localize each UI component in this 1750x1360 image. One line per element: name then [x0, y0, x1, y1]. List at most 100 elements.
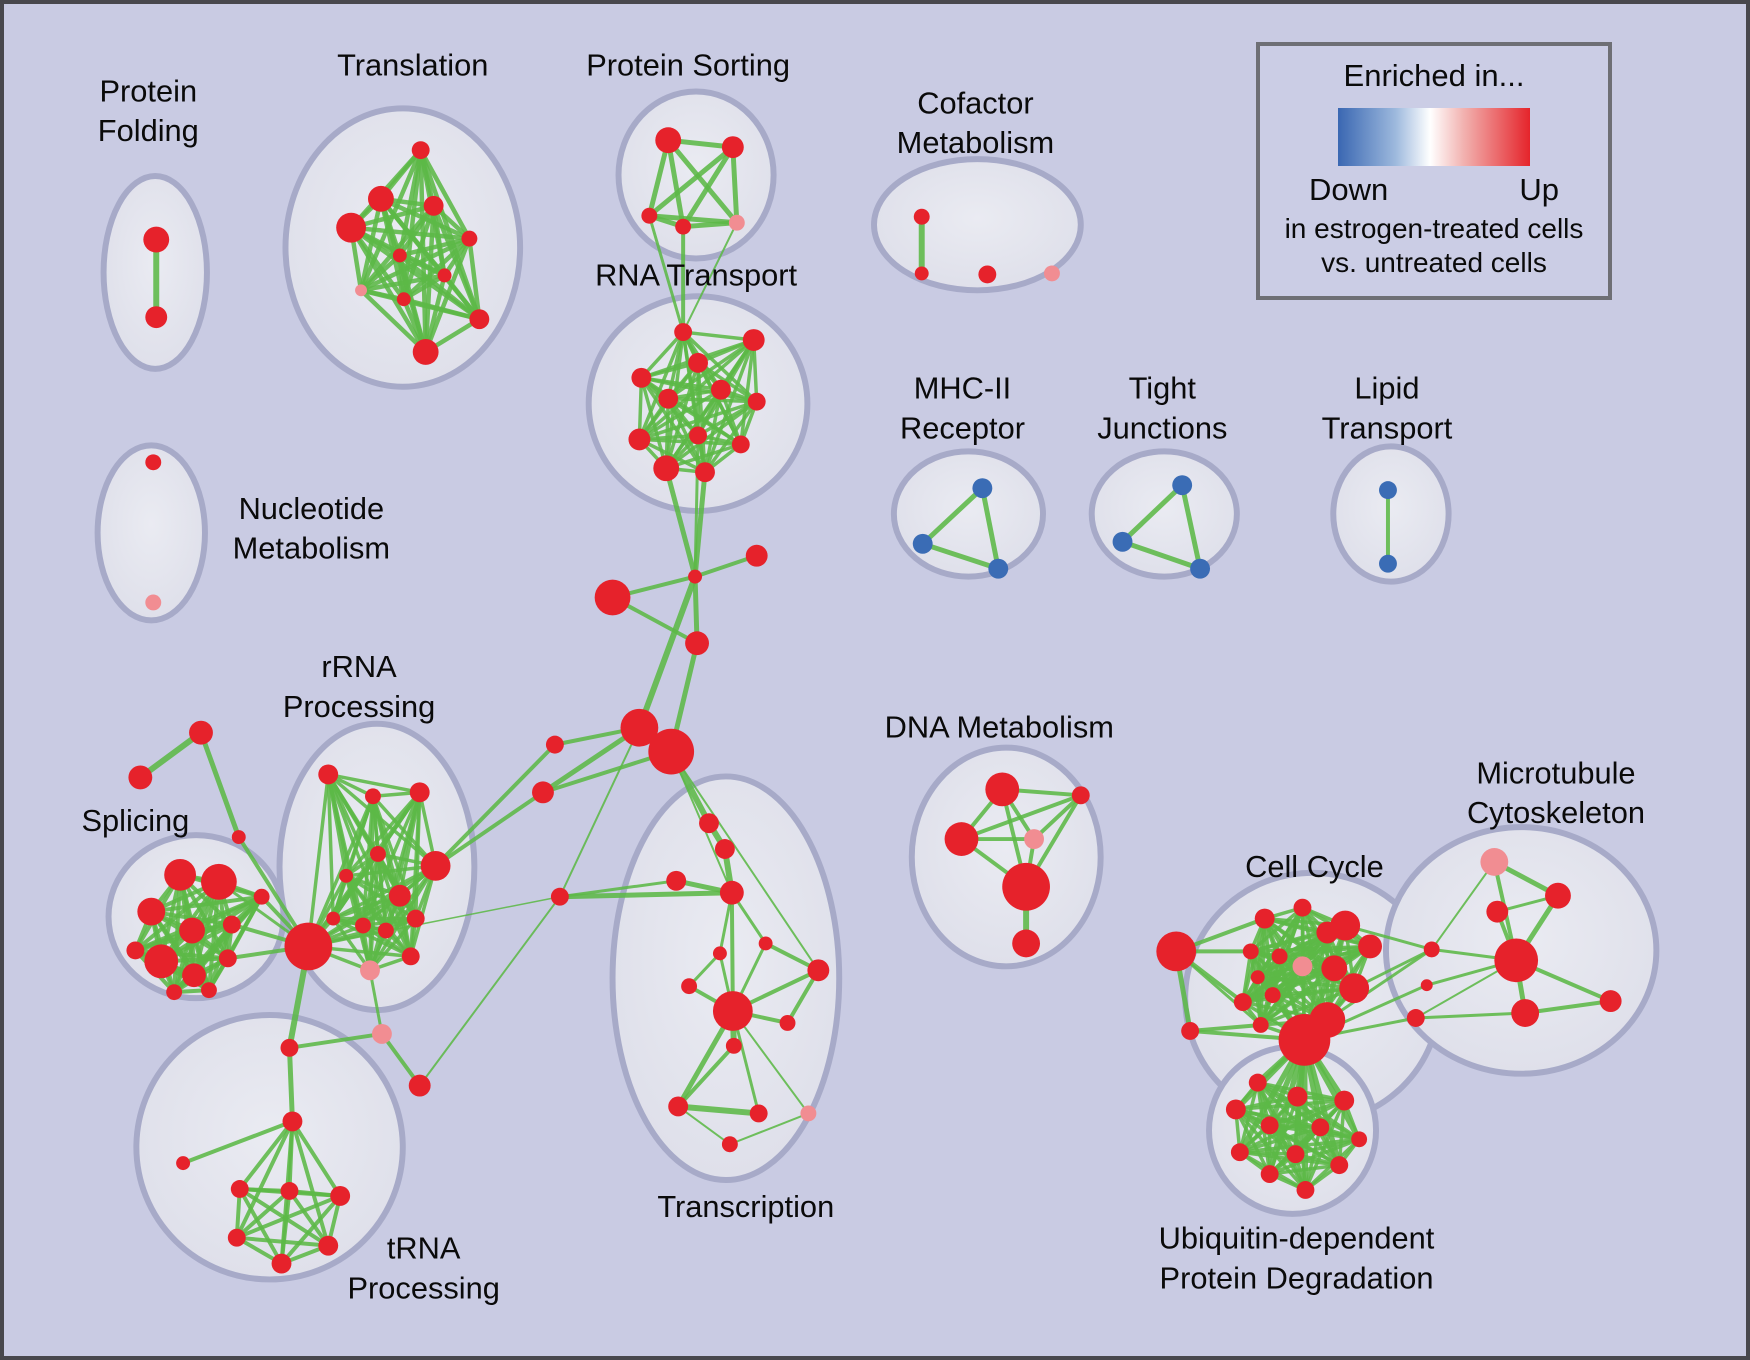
gene-set-node[interactable]: [641, 207, 658, 224]
gene-set-node[interactable]: [675, 218, 692, 235]
gene-set-node[interactable]: [1292, 956, 1313, 977]
gene-set-node[interactable]: [1260, 1116, 1279, 1135]
gene-set-node[interactable]: [1044, 265, 1060, 282]
gene-set-node[interactable]: [1248, 1073, 1267, 1092]
gene-set-node[interactable]: [318, 764, 339, 785]
gene-set-node[interactable]: [369, 846, 386, 862]
gene-set-node[interactable]: [423, 195, 444, 216]
gene-set-node[interactable]: [200, 863, 237, 900]
gene-set-node[interactable]: [1286, 1145, 1305, 1164]
gene-set-node[interactable]: [721, 136, 744, 159]
gene-set-node[interactable]: [271, 1253, 292, 1274]
gene-set-node[interactable]: [1379, 554, 1397, 573]
gene-set-node[interactable]: [699, 813, 719, 834]
gene-set-node[interactable]: [280, 1038, 299, 1057]
gene-set-node[interactable]: [145, 594, 162, 611]
gene-set-node[interactable]: [914, 266, 929, 281]
gene-set-node[interactable]: [1250, 970, 1265, 985]
gene-set-node[interactable]: [653, 455, 680, 482]
gene-set-node[interactable]: [1480, 848, 1509, 876]
gene-set-node[interactable]: [176, 1156, 191, 1171]
gene-set-node[interactable]: [282, 1111, 303, 1132]
gene-set-node[interactable]: [253, 888, 270, 905]
gene-set-node[interactable]: [628, 428, 651, 451]
gene-set-node[interactable]: [728, 214, 745, 231]
gene-set-node[interactable]: [1264, 987, 1281, 1004]
gene-set-node[interactable]: [745, 544, 768, 567]
gene-set-node[interactable]: [143, 226, 170, 253]
gene-set-node[interactable]: [1321, 955, 1348, 982]
gene-set-node[interactable]: [1190, 558, 1211, 579]
gene-set-node[interactable]: [1334, 1090, 1355, 1111]
gene-set-node[interactable]: [747, 392, 766, 411]
gene-set-node[interactable]: [719, 880, 744, 905]
gene-set-node[interactable]: [392, 248, 407, 263]
gene-set-node[interactable]: [408, 1074, 431, 1097]
gene-set-node[interactable]: [689, 426, 707, 445]
gene-set-node[interactable]: [230, 1180, 249, 1198]
gene-set-node[interactable]: [1486, 900, 1509, 923]
gene-set-node[interactable]: [666, 870, 687, 891]
gene-set-node[interactable]: [749, 1104, 768, 1123]
gene-set-node[interactable]: [710, 379, 731, 400]
gene-set-node[interactable]: [1287, 1086, 1308, 1107]
gene-set-node[interactable]: [758, 936, 773, 951]
gene-set-node[interactable]: [1230, 1143, 1249, 1162]
gene-set-node[interactable]: [1225, 1099, 1246, 1120]
gene-set-node[interactable]: [695, 462, 715, 483]
gene-set-node[interactable]: [1172, 475, 1193, 496]
gene-set-node[interactable]: [330, 1186, 351, 1206]
gene-set-node[interactable]: [655, 127, 682, 154]
gene-set-node[interactable]: [409, 782, 430, 803]
gene-set-node[interactable]: [1254, 908, 1275, 929]
gene-set-node[interactable]: [326, 911, 341, 926]
gene-set-node[interactable]: [1379, 481, 1397, 500]
gene-set-node[interactable]: [978, 265, 997, 284]
gene-set-node[interactable]: [1242, 943, 1259, 960]
gene-set-node[interactable]: [166, 984, 183, 1001]
gene-set-node[interactable]: [532, 781, 554, 804]
gene-set-node[interactable]: [406, 909, 425, 928]
gene-set-node[interactable]: [985, 772, 1020, 807]
gene-set-node[interactable]: [721, 1136, 738, 1153]
gene-set-node[interactable]: [179, 917, 205, 944]
gene-set-node[interactable]: [1278, 1014, 1331, 1066]
gene-set-node[interactable]: [681, 978, 698, 995]
gene-set-node[interactable]: [126, 941, 145, 960]
gene-set-node[interactable]: [336, 212, 367, 243]
gene-set-node[interactable]: [1351, 1131, 1368, 1148]
gene-set-node[interactable]: [411, 141, 430, 160]
gene-set-node[interactable]: [944, 822, 979, 856]
gene-set-node[interactable]: [807, 959, 830, 982]
gene-set-node[interactable]: [988, 558, 1009, 579]
gene-set-node[interactable]: [685, 631, 709, 656]
gene-set-node[interactable]: [712, 946, 727, 961]
gene-set-node[interactable]: [714, 839, 735, 859]
gene-set-node[interactable]: [1233, 993, 1252, 1012]
gene-set-node[interactable]: [284, 922, 333, 971]
gene-set-node[interactable]: [1511, 999, 1540, 1027]
gene-set-node[interactable]: [1271, 948, 1288, 965]
gene-set-node[interactable]: [1358, 934, 1382, 959]
gene-set-node[interactable]: [1156, 931, 1197, 972]
gene-set-node[interactable]: [1260, 1165, 1279, 1184]
gene-set-node[interactable]: [594, 579, 631, 616]
gene-set-node[interactable]: [674, 323, 693, 342]
gene-set-node[interactable]: [1406, 1009, 1425, 1027]
gene-set-node[interactable]: [1311, 1118, 1330, 1137]
gene-set-node[interactable]: [396, 292, 411, 307]
gene-set-node[interactable]: [550, 887, 569, 906]
gene-set-node[interactable]: [412, 339, 439, 365]
gene-set-node[interactable]: [377, 922, 394, 939]
gene-set-node[interactable]: [437, 268, 452, 283]
gene-set-node[interactable]: [631, 367, 652, 388]
gene-set-node[interactable]: [128, 765, 153, 790]
gene-set-node[interactable]: [1330, 1156, 1349, 1175]
gene-set-node[interactable]: [779, 1015, 796, 1031]
gene-set-node[interactable]: [1339, 973, 1370, 1004]
gene-set-node[interactable]: [688, 569, 703, 584]
gene-set-node[interactable]: [365, 788, 381, 805]
gene-set-node[interactable]: [360, 960, 380, 981]
gene-set-node[interactable]: [145, 454, 162, 471]
gene-set-node[interactable]: [658, 388, 679, 409]
